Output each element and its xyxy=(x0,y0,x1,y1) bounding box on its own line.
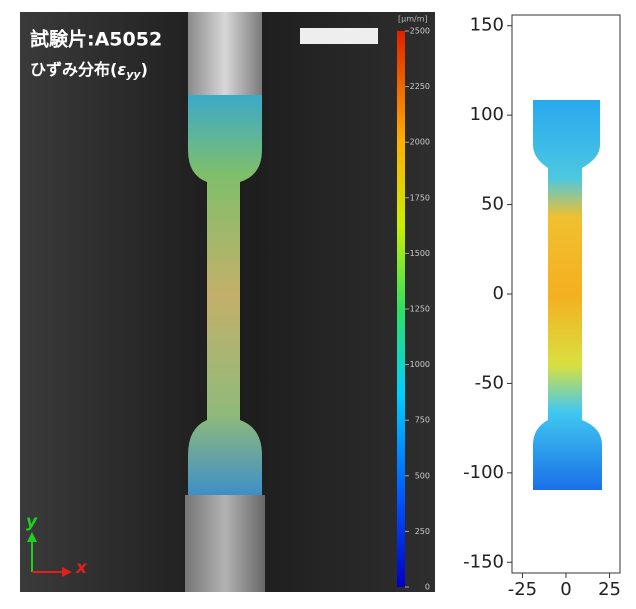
colorbar-tick-label: 1000 xyxy=(410,360,430,369)
y-tick-label: -150 xyxy=(463,551,504,572)
colorbar-tick-label: 0 xyxy=(425,583,430,592)
colorbar-tick-label: 500 xyxy=(415,471,430,480)
colorbar-tick-label: 1250 xyxy=(410,305,430,314)
photo-subtitle: ひずみ分布(εyy) xyxy=(30,60,148,82)
y-axis-label: y xyxy=(26,512,38,532)
colorbar-tick-label: 2000 xyxy=(410,138,430,147)
y-tick-label: 100 xyxy=(470,104,504,125)
colorbar xyxy=(397,31,405,587)
x-tick-label: 0 xyxy=(560,579,571,600)
colorbar-tick-label: 750 xyxy=(415,416,430,425)
x-arrowhead xyxy=(62,567,72,577)
photo: 試験片:A5052 ひずみ分布(εyy) y x [μm/m] xyxy=(20,12,435,592)
x-tick-label: 25 xyxy=(598,579,621,600)
y-arrowhead xyxy=(27,532,37,542)
x-tick-label: -25 xyxy=(508,579,537,600)
y-tick-label: -100 xyxy=(463,462,504,483)
x-axis-label: x xyxy=(75,558,88,578)
y-tick-label: 50 xyxy=(481,194,504,215)
colorbar-tick-label: 2250 xyxy=(410,82,430,91)
y-tick-label: -50 xyxy=(475,372,504,393)
legend-box xyxy=(300,28,378,44)
specimen xyxy=(188,95,262,495)
strain-field xyxy=(533,100,602,490)
lower-grip xyxy=(185,495,265,592)
colorbar-tick-label: 250 xyxy=(415,527,430,536)
colorbar-tick-label: 2500 xyxy=(410,27,430,36)
strain-map-chart xyxy=(511,14,621,574)
y-tick-label: 0 xyxy=(493,283,504,304)
colorbar-unit: [μm/m] xyxy=(398,15,428,24)
y-tick-label: 150 xyxy=(470,15,504,36)
colorbar-tick-label: 1750 xyxy=(410,193,430,202)
colorbar-tick-label: 1500 xyxy=(410,249,430,258)
photo-title: 試験片:A5052 xyxy=(30,28,162,51)
upper-grip xyxy=(188,12,262,102)
